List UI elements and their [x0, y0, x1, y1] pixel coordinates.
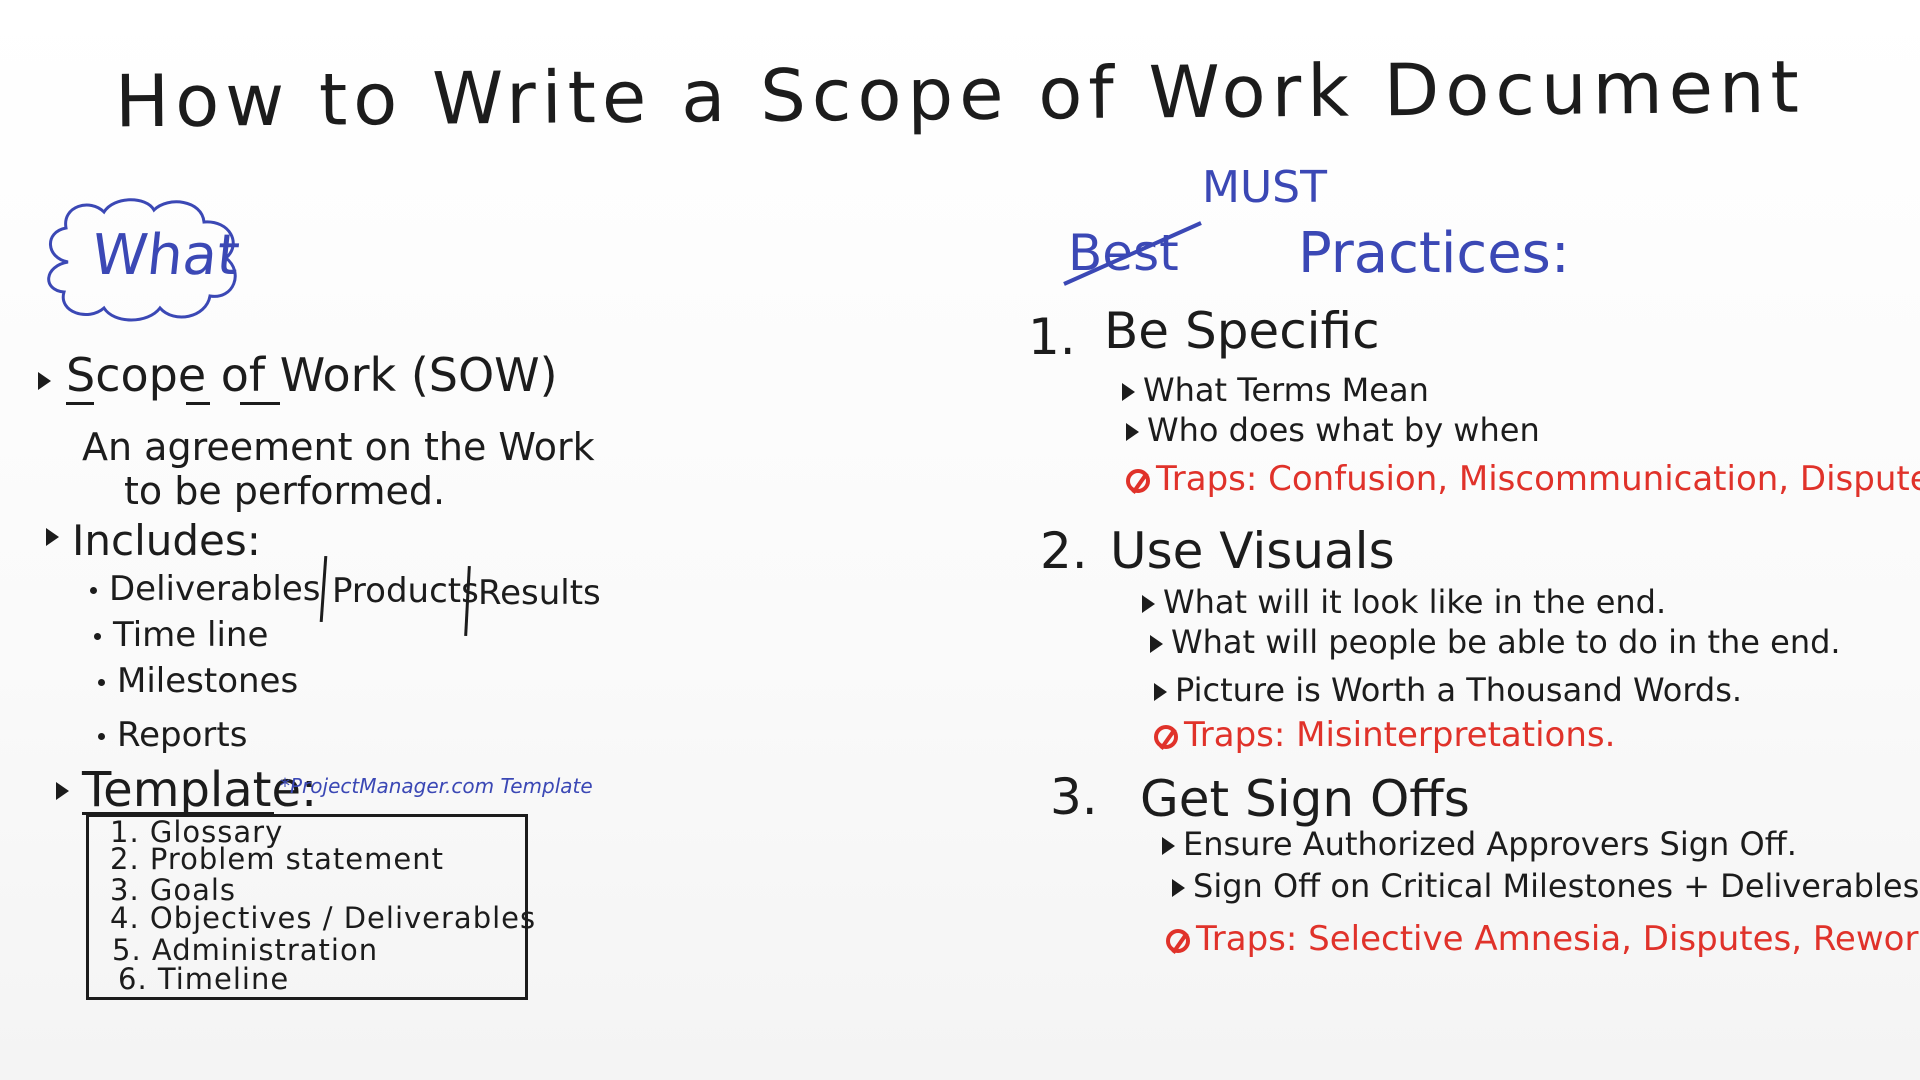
cloud-outline-icon: [47, 198, 237, 322]
separator-mark: [319, 555, 328, 623]
bullet-triangle-icon: [1126, 423, 1139, 441]
section-heading: Get Sign Offs: [1140, 770, 1470, 828]
section-trap: Traps: Selective Amnesia, Disputes, Rewo…: [1166, 922, 1920, 956]
includes-item-text: Deliverables: [109, 569, 321, 609]
bullet-dot-icon: [98, 733, 105, 740]
section-trap-text: Traps: Misinterpretations.: [1184, 715, 1616, 755]
bullet-triangle-icon: [1150, 635, 1163, 653]
includes-item-text: Time line: [113, 615, 269, 655]
section-bullet: Who does what by when: [1126, 414, 1540, 446]
bullet-triangle-icon: [1122, 383, 1135, 401]
bullet-triangle-icon: [46, 528, 67, 546]
what-label: What: [88, 223, 243, 288]
bullet-triangle-icon: [1172, 879, 1185, 897]
bullet-triangle-icon: [1162, 837, 1175, 855]
header-struck-word: Best: [1068, 224, 1179, 282]
section-trap-text: Traps: Selective Amnesia, Disputes, Rewo…: [1196, 919, 1920, 959]
section-bullet-text: Who does what by when: [1147, 411, 1540, 449]
section-heading: Use Visuals: [1110, 522, 1395, 580]
template-item: 5. Administration: [112, 933, 379, 967]
sow-definition-line: An agreement on the Work: [82, 425, 595, 469]
section-bullet-text: Sign Off on Critical Milestones + Delive…: [1193, 867, 1920, 905]
underline-mark: [66, 402, 94, 405]
section-bullet-text: What will people be able to do in the en…: [1171, 623, 1841, 661]
section-bullet-text: What will it look like in the end.: [1163, 583, 1667, 621]
template-note: *ProjectManager.com Template: [280, 774, 593, 798]
includes-item: Reports: [98, 718, 247, 752]
section-bullet: Sign Off on Critical Milestones + Delive…: [1172, 870, 1920, 902]
section-bullet: Ensure Authorized Approvers Sign Off.: [1162, 828, 1797, 860]
includes-item-text: Results: [478, 573, 601, 613]
includes-label: Includes:: [72, 516, 261, 565]
template-box: [86, 814, 528, 1000]
header-insert-word: MUST: [1202, 162, 1327, 213]
section-bullet: What will it look like in the end.: [1142, 586, 1666, 618]
no-entry-icon: [1126, 468, 1150, 493]
section-bullet-text: Ensure Authorized Approvers Sign Off.: [1183, 825, 1797, 863]
template-item: 1. Glossary: [110, 815, 284, 849]
includes-item-text: Products: [332, 571, 479, 611]
section-number: 3.: [1050, 768, 1098, 826]
section-bullet: What will people be able to do in the en…: [1150, 626, 1841, 658]
no-entry-icon: [1166, 928, 1190, 953]
template-item: 3. Goals: [110, 873, 237, 907]
section-bullet: What Terms Mean: [1122, 374, 1429, 406]
bullet-triangle-icon: [38, 372, 59, 390]
sow-definition-line: to be performed.: [124, 469, 446, 513]
section-number: 2.: [1040, 522, 1088, 580]
includes-item-text: Milestones: [117, 661, 299, 701]
board-title: How to Write a Scope of Work Document: [114, 44, 1806, 144]
section-trap-text: Traps: Confusion, Miscommunication, Disp…: [1156, 459, 1920, 499]
template-item: 4. Objectives / Deliverables: [110, 901, 537, 935]
section-bullet-text: Picture is Worth a Thousand Words.: [1175, 671, 1743, 709]
template-label: Template:: [82, 762, 318, 818]
template-item: 2. Problem statement: [110, 842, 444, 876]
bullet-triangle-icon: [1142, 595, 1155, 613]
template-item: 6. Timeline: [118, 962, 290, 996]
includes-item-text: Reports: [117, 715, 248, 755]
section-trap: Traps: Misinterpretations.: [1154, 718, 1615, 752]
bullet-triangle-icon: [1154, 683, 1167, 701]
sow-title: Scope of Work (SOW): [66, 348, 558, 402]
includes-item: Milestones: [98, 664, 298, 698]
no-entry-icon: [1154, 724, 1178, 749]
section-bullet: Picture is Worth a Thousand Words.: [1154, 674, 1742, 706]
section-heading: Be Specific: [1104, 302, 1380, 360]
section-trap: Traps: Confusion, Miscommunication, Disp…: [1126, 462, 1920, 496]
section-number: 1.: [1028, 308, 1076, 366]
includes-item: Deliverables: [90, 572, 321, 606]
section-bullet-text: What Terms Mean: [1143, 371, 1429, 409]
bullet-dot-icon: [94, 633, 101, 640]
bullet-dot-icon: [98, 679, 105, 686]
header-practices: Practices:: [1298, 221, 1570, 286]
bullet-triangle-icon: [56, 782, 77, 800]
bullet-dot-icon: [90, 587, 97, 594]
underline-mark: [186, 402, 210, 405]
includes-item: Time line: [94, 618, 268, 652]
underline-mark: [240, 402, 280, 405]
underline-mark: [82, 812, 274, 815]
